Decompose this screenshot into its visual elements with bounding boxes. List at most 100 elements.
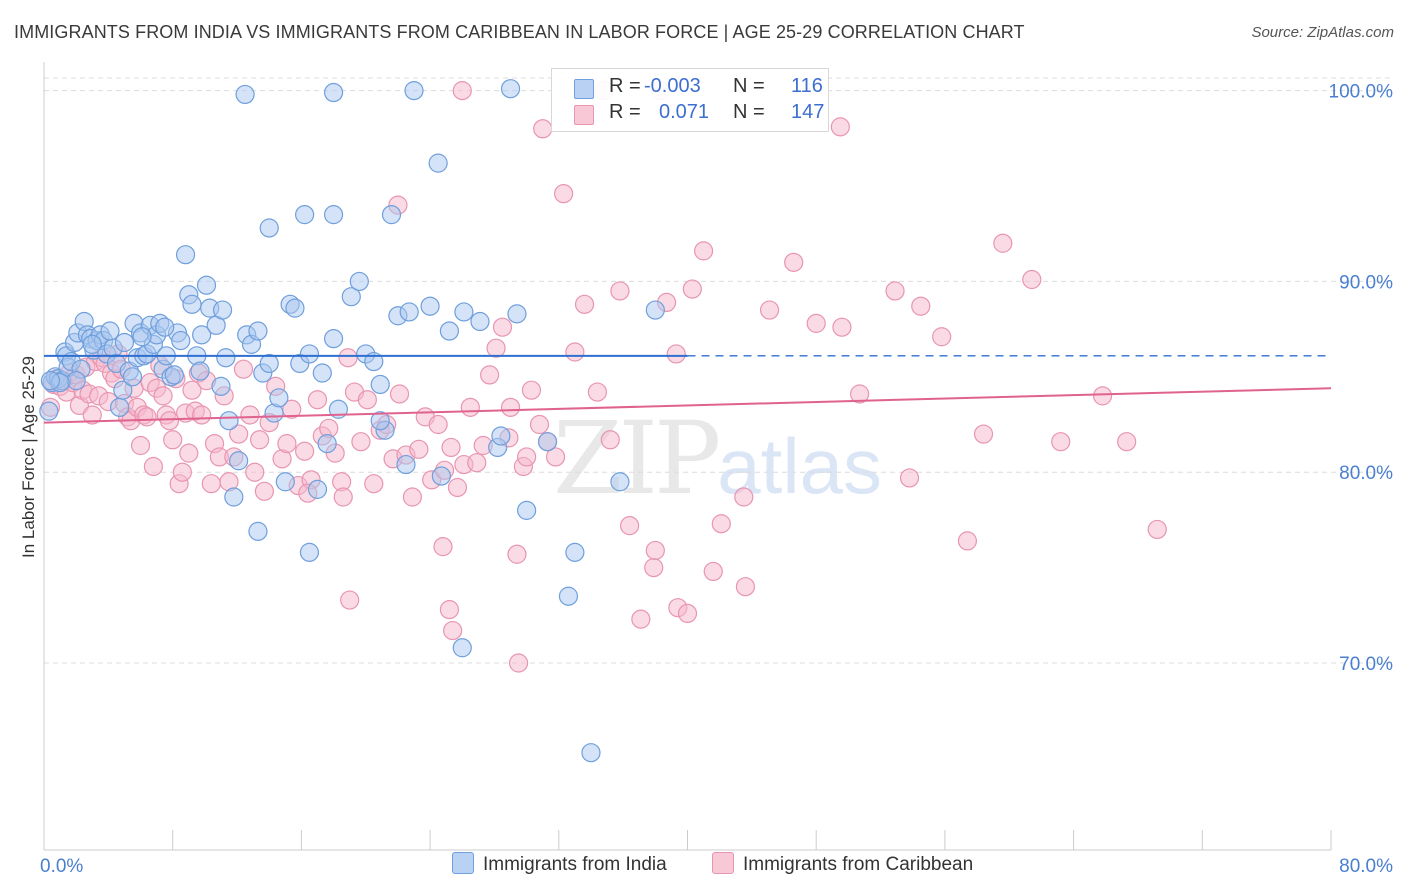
india-point xyxy=(190,361,210,381)
x-tick-label: 0.0% xyxy=(40,856,83,877)
caribbean-point xyxy=(885,281,905,301)
caribbean-point xyxy=(850,384,870,404)
trend-lines xyxy=(43,354,1332,424)
legend-n-label: N = xyxy=(733,75,765,97)
india-point xyxy=(312,363,332,383)
india-point xyxy=(122,367,143,387)
india-point xyxy=(452,638,472,658)
india-point xyxy=(164,365,184,385)
india-point xyxy=(491,426,511,446)
y-axis-title: In Labor Force | Age 25-29 xyxy=(19,356,38,558)
caribbean-point xyxy=(428,414,448,435)
caribbean-point xyxy=(500,397,521,417)
india-point xyxy=(269,388,289,408)
caribbean-point xyxy=(587,382,608,402)
caribbean-point xyxy=(439,599,460,620)
caribbean-point xyxy=(295,441,315,461)
caribbean-point xyxy=(682,279,702,299)
india-point xyxy=(182,294,202,314)
caribbean-point xyxy=(693,241,714,261)
caribbean-point xyxy=(911,296,931,316)
india-point xyxy=(171,330,191,351)
caribbean-point xyxy=(409,439,429,459)
caribbean-point xyxy=(443,620,463,641)
caribbean-point xyxy=(357,390,377,410)
caribbean-point xyxy=(1117,432,1137,452)
bottom-legend-caribbean: Immigrants from Caribbean xyxy=(712,852,973,878)
legend-r-label: R = xyxy=(609,75,641,97)
caribbean-point xyxy=(703,561,723,582)
india-point xyxy=(235,84,255,105)
caribbean-point xyxy=(830,117,850,137)
bottom-legend-label-caribbean: Immigrants from Caribbean xyxy=(743,854,974,875)
caribbean-point xyxy=(229,424,249,444)
caribbean-point xyxy=(480,365,500,385)
caribbean-point xyxy=(351,432,371,452)
caribbean-point xyxy=(759,300,780,320)
caribbean-point xyxy=(645,540,665,561)
caribbean-point xyxy=(433,537,453,557)
caribbean-point xyxy=(735,577,756,597)
caribbean-point xyxy=(143,456,163,477)
india-point xyxy=(299,542,320,562)
india-point xyxy=(82,334,102,354)
caribbean-point xyxy=(574,294,595,314)
india-point xyxy=(248,521,268,541)
caribbean-point xyxy=(460,397,480,417)
india-point xyxy=(259,353,279,374)
india-point xyxy=(370,374,390,395)
legend-n-value: 116 xyxy=(791,75,823,97)
caribbean-point xyxy=(932,327,952,347)
india-point xyxy=(317,433,337,454)
caribbean-point xyxy=(1147,519,1167,540)
caribbean-point xyxy=(666,344,686,364)
india-point xyxy=(196,275,217,295)
caribbean-point xyxy=(554,184,574,204)
caribbean-point xyxy=(163,430,183,450)
india-point xyxy=(39,401,59,421)
legend-swatch-india xyxy=(574,79,594,99)
caribbean-point xyxy=(130,435,151,456)
india-point xyxy=(113,380,133,400)
india-point xyxy=(404,81,424,101)
india-point xyxy=(507,304,527,324)
india-point xyxy=(175,245,196,265)
caribbean-point xyxy=(441,437,461,458)
y-tick-label: 80.0% xyxy=(1339,463,1393,484)
india-point xyxy=(275,472,295,492)
india-point xyxy=(517,500,537,520)
chart-title: IMMIGRANTS FROM INDIA VS IMMIGRANTS FROM… xyxy=(14,22,1025,42)
y-tick-label: 100.0% xyxy=(1329,82,1394,103)
caribbean-point xyxy=(307,390,328,410)
caribbean-point xyxy=(521,380,542,400)
caribbean-point xyxy=(957,531,978,551)
india-point xyxy=(565,542,585,562)
caribbean-point xyxy=(201,474,221,494)
india-point xyxy=(307,479,328,499)
correlation-legend: R = -0.003 N = 116 R = 0.071 N = 147 xyxy=(551,68,829,132)
caribbean-point xyxy=(507,544,527,564)
india-point xyxy=(248,321,268,341)
source-credit: Source: ZipAtlas.com xyxy=(1251,24,1394,41)
caribbean-point xyxy=(973,424,994,444)
caribbean-point xyxy=(565,342,585,362)
india-point xyxy=(558,586,579,606)
caribbean-point xyxy=(832,317,852,337)
caribbean-trend-line xyxy=(43,387,1332,424)
caribbean-point xyxy=(447,477,468,498)
caribbean-point xyxy=(338,348,358,368)
legend-r-value: 0.071 xyxy=(659,101,710,123)
caribbean-point xyxy=(610,281,630,301)
india-point xyxy=(155,317,175,337)
caribbean-point xyxy=(533,119,553,139)
india-point xyxy=(259,218,279,238)
caribbean-point xyxy=(492,317,513,337)
india-point xyxy=(370,411,390,431)
bottom-legend-india: Immigrants from India xyxy=(452,852,667,878)
india-point xyxy=(399,302,419,322)
caribbean-points xyxy=(40,81,1167,673)
caribbean-point xyxy=(600,430,620,450)
india-point xyxy=(216,348,236,368)
india-point xyxy=(224,487,244,507)
bottom-legend-swatch-india xyxy=(452,852,474,874)
